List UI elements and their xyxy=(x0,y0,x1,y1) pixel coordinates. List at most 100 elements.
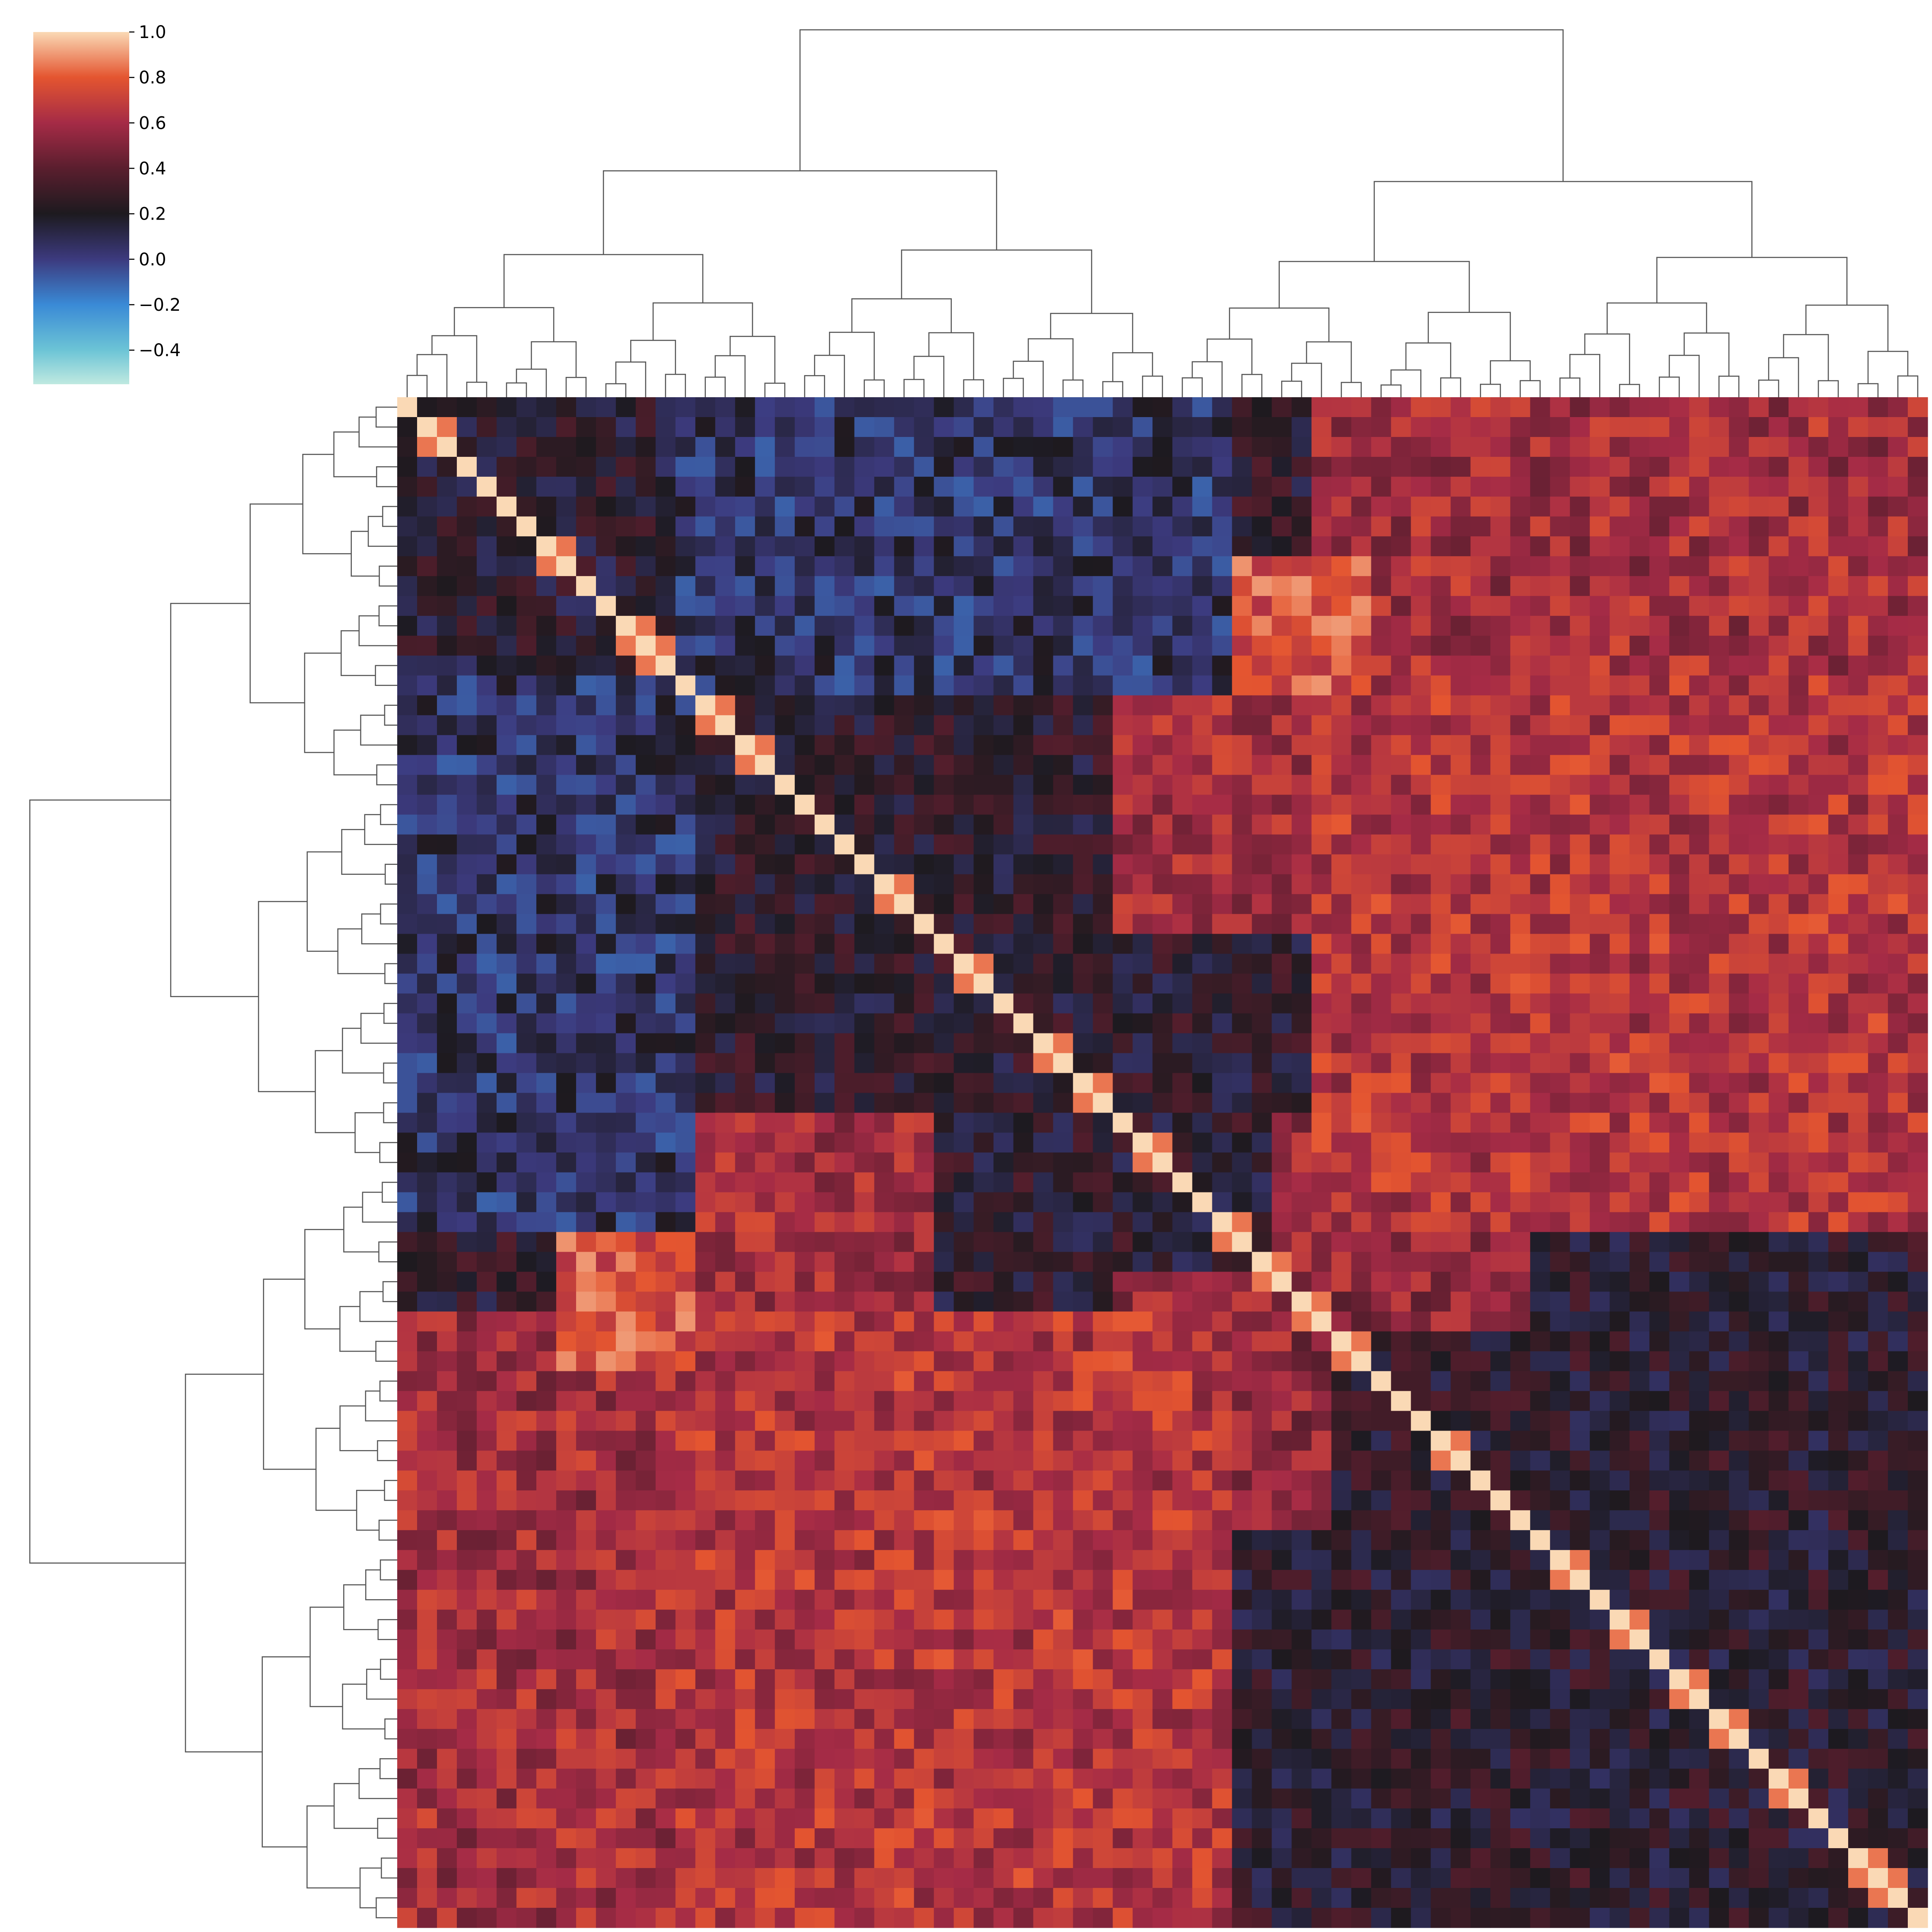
heatmap-cell xyxy=(1311,1093,1332,1113)
heatmap-cell xyxy=(914,1192,934,1213)
heatmap-cell xyxy=(953,1093,974,1113)
heatmap-cell xyxy=(417,1470,437,1491)
heatmap-cell xyxy=(1033,1152,1054,1173)
heatmap-cell xyxy=(1550,775,1570,795)
heatmap-cell xyxy=(1828,615,1849,636)
heatmap-cell xyxy=(1113,1411,1133,1431)
heatmap-cell xyxy=(755,1291,775,1312)
heatmap-cell xyxy=(1192,775,1213,795)
heatmap-cell xyxy=(456,437,477,457)
heatmap-cell xyxy=(735,456,756,477)
heatmap-cell xyxy=(1669,1212,1690,1233)
heatmap-cell xyxy=(1590,1113,1610,1133)
heatmap-cell xyxy=(914,576,934,596)
heatmap-cell xyxy=(914,854,934,875)
heatmap-cell xyxy=(1311,476,1332,497)
heatmap-cell xyxy=(1431,834,1451,855)
heatmap-cell xyxy=(1351,1113,1371,1133)
heatmap-cell xyxy=(1789,615,1809,636)
heatmap-cell xyxy=(934,1053,954,1074)
heatmap-cell xyxy=(695,1192,716,1213)
heatmap-cell xyxy=(1172,794,1193,815)
heatmap-cell xyxy=(854,775,875,795)
heatmap-cell xyxy=(755,655,775,676)
heatmap-cell xyxy=(695,556,716,577)
heatmap-cell xyxy=(635,1172,656,1193)
heatmap-cell xyxy=(496,1152,517,1173)
heatmap-cell xyxy=(1152,1391,1173,1411)
heatmap-cell xyxy=(1172,715,1193,736)
heatmap-cell xyxy=(914,1490,934,1511)
heatmap-cell xyxy=(1212,1470,1233,1491)
heatmap-cell xyxy=(854,1510,875,1530)
heatmap-cell xyxy=(397,1391,418,1411)
heatmap-cell xyxy=(397,1093,418,1113)
heatmap-cell xyxy=(735,1629,756,1650)
heatmap-cell xyxy=(715,456,736,477)
heatmap-cell xyxy=(1192,1113,1213,1133)
heatmap-cell xyxy=(1490,615,1511,636)
heatmap-cell xyxy=(854,874,875,895)
heatmap-cell xyxy=(1272,1252,1292,1272)
heatmap-cell xyxy=(675,993,696,1014)
heatmap-cell xyxy=(1868,1252,1888,1272)
dendrogram-link xyxy=(384,963,397,984)
heatmap-cell xyxy=(536,715,557,736)
heatmap-cell xyxy=(1013,576,1034,596)
heatmap-cell xyxy=(1629,914,1650,934)
heatmap-cell xyxy=(1808,1073,1829,1094)
heatmap-cell xyxy=(953,1431,974,1451)
heatmap-cell xyxy=(834,914,855,934)
heatmap-cell xyxy=(456,854,477,875)
heatmap-cell xyxy=(556,397,577,418)
heatmap-cell xyxy=(1550,1351,1570,1371)
heatmap-cell xyxy=(1709,1053,1729,1074)
heatmap-cell xyxy=(854,1073,875,1094)
heatmap-cell xyxy=(1908,1152,1928,1173)
heatmap-cell xyxy=(456,993,477,1014)
heatmap-cell xyxy=(635,1570,656,1590)
heatmap-cell xyxy=(1252,894,1272,915)
heatmap-cell xyxy=(735,755,756,775)
heatmap-cell xyxy=(1530,1530,1550,1550)
heatmap-cell xyxy=(1371,417,1391,437)
heatmap-cell xyxy=(615,814,636,835)
heatmap-cell xyxy=(1411,1451,1431,1471)
heatmap-cell xyxy=(993,596,1014,616)
heatmap-cell xyxy=(1669,1451,1690,1471)
heatmap-cell xyxy=(1550,1470,1570,1491)
heatmap-cell xyxy=(1610,914,1630,934)
heatmap-cell xyxy=(1272,576,1292,596)
heatmap-cell xyxy=(1431,755,1451,775)
heatmap-cell xyxy=(1252,715,1272,736)
heatmap-cell xyxy=(1729,953,1749,974)
heatmap-cell xyxy=(1351,715,1371,736)
heatmap-cell xyxy=(1013,1212,1034,1233)
heatmap-cell xyxy=(1252,1490,1272,1511)
heatmap-cell xyxy=(1093,695,1113,716)
heatmap-cell xyxy=(1550,596,1570,616)
heatmap-cell xyxy=(1013,1291,1034,1312)
heatmap-cell xyxy=(1550,675,1570,696)
heatmap-cell xyxy=(516,1470,537,1491)
heatmap-cell xyxy=(715,1590,736,1610)
heatmap-cell xyxy=(1291,1013,1312,1034)
heatmap-cell xyxy=(1749,635,1769,656)
heatmap-cell xyxy=(814,1132,835,1153)
heatmap-cell xyxy=(1391,735,1411,756)
heatmap-cell xyxy=(536,1291,557,1312)
heatmap-cell xyxy=(775,914,795,934)
heatmap-cell xyxy=(596,437,616,457)
heatmap-cell xyxy=(1391,1212,1411,1233)
heatmap-cell xyxy=(1311,1113,1332,1133)
heatmap-cell xyxy=(894,1470,915,1491)
heatmap-cell xyxy=(735,854,756,875)
heatmap-cell xyxy=(1371,1451,1391,1471)
heatmap-cell xyxy=(1729,794,1749,815)
heatmap-cell xyxy=(695,675,716,696)
heatmap-cell xyxy=(775,775,795,795)
heatmap-cell xyxy=(1451,1470,1471,1491)
heatmap-cell xyxy=(993,794,1014,815)
heatmap-cell xyxy=(1451,1371,1471,1391)
heatmap-cell xyxy=(397,1152,418,1173)
